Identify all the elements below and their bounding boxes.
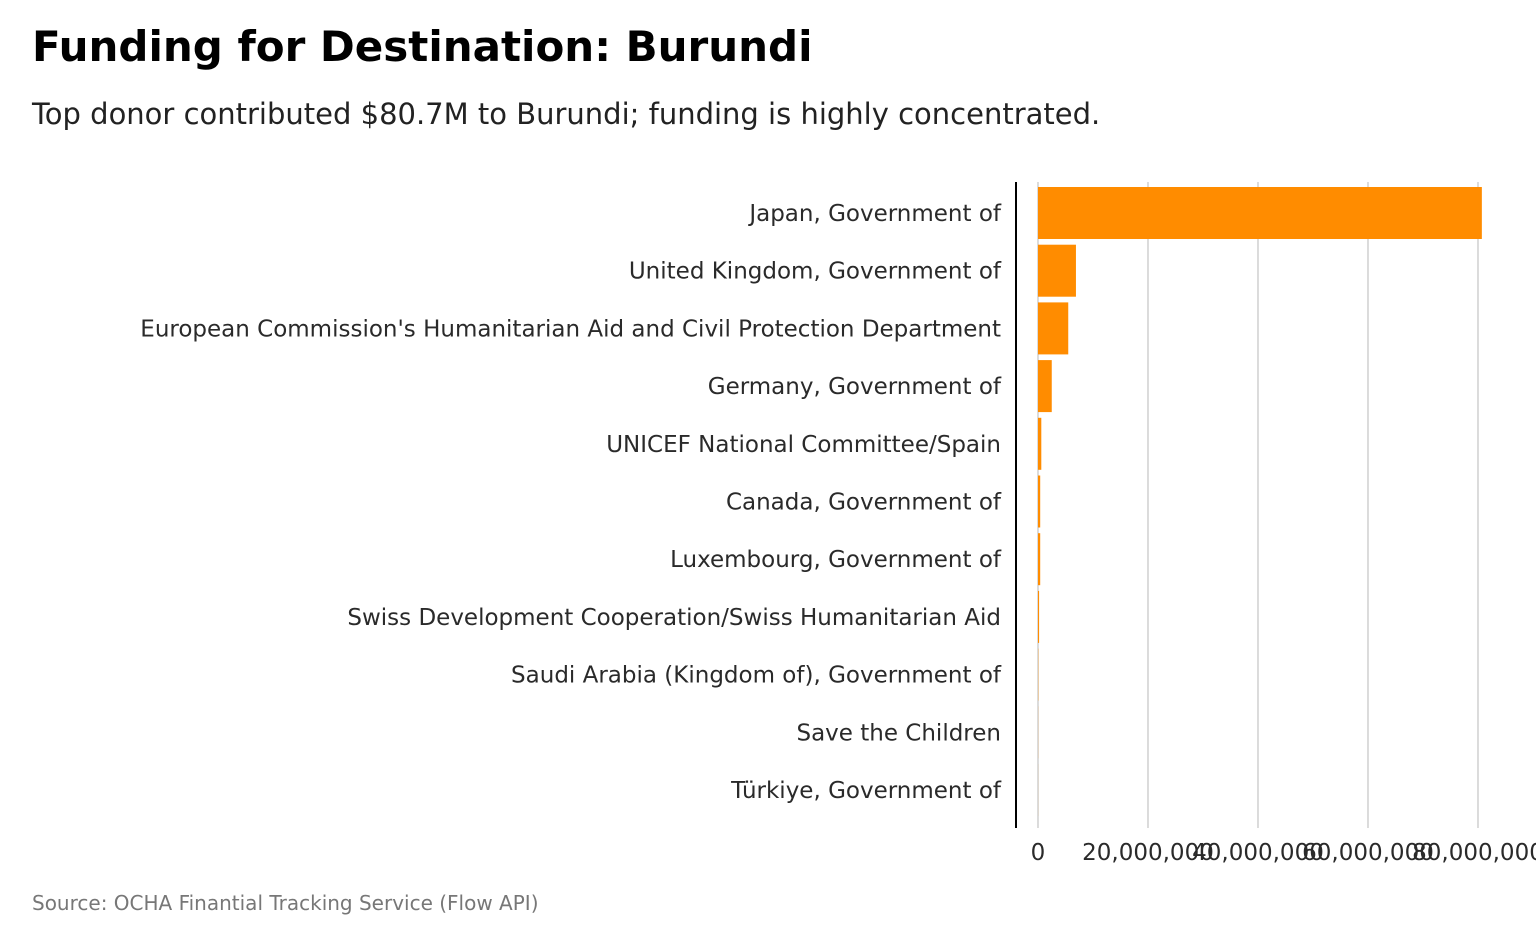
bars bbox=[1038, 187, 1482, 816]
category-label: Luxembourg, Government of bbox=[670, 547, 1002, 573]
bar bbox=[1038, 302, 1069, 355]
gridlines bbox=[1037, 182, 1479, 828]
chart-title: Funding for Destination: Burundi bbox=[32, 22, 813, 71]
bar bbox=[1038, 417, 1042, 470]
bar bbox=[1038, 590, 1040, 643]
bar-chart: Japan, Government of United Kingdom, Gove… bbox=[140, 182, 1536, 866]
bar bbox=[1038, 475, 1041, 528]
category-label: Saudi Arabia (Kingdom of), Government of bbox=[511, 663, 1002, 689]
bar bbox=[1038, 360, 1052, 413]
category-label: Save the Children bbox=[796, 720, 1001, 746]
category-label: United Kingdom, Government of bbox=[629, 259, 1002, 285]
category-label: Japan, Government of bbox=[747, 201, 1002, 227]
bar bbox=[1038, 533, 1041, 586]
category-label: European Commission's Humanitarian Aid a… bbox=[140, 316, 1001, 342]
x-axis-ticks: 0 20,000,00040,000,00060,000,00080,000,00… bbox=[1031, 840, 1536, 866]
category-label: Türkiye, Government of bbox=[730, 778, 1002, 804]
x-tick-label: 0 bbox=[1031, 840, 1046, 866]
category-labels: Japan, Government of United Kingdom, Gove… bbox=[140, 201, 1002, 804]
chart-subtitle: Top donor contributed $80.7M to Burundi;… bbox=[32, 97, 1101, 131]
source-caption: Source: OCHA Finantial Tracking Service … bbox=[32, 891, 539, 915]
category-label: Swiss Development Cooperation/Swiss Huma… bbox=[347, 605, 1001, 631]
x-tick-label: 40,000,000 bbox=[1192, 840, 1324, 866]
category-label: UNICEF National Committee/Spain bbox=[606, 432, 1001, 458]
category-label: Canada, Government of bbox=[726, 490, 1002, 516]
category-label: Germany, Government of bbox=[708, 374, 1002, 400]
x-tick-label: 60,000,000 bbox=[1302, 840, 1434, 866]
x-tick-label: 20,000,000 bbox=[1082, 840, 1214, 866]
bar bbox=[1038, 244, 1076, 297]
bar bbox=[1038, 187, 1482, 239]
x-tick-label: 80,000,000 bbox=[1412, 840, 1536, 866]
